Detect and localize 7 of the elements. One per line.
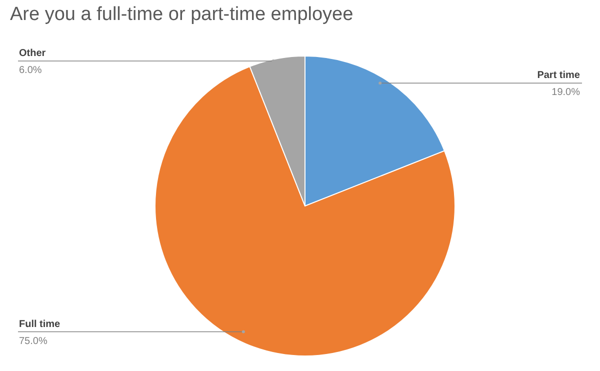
slice-label: Other xyxy=(19,48,46,60)
data-label: 6.0% xyxy=(19,65,42,76)
slice-label: Full time xyxy=(19,318,61,330)
slice-label: Part time xyxy=(537,70,580,82)
data-label: 75.0% xyxy=(19,336,48,347)
chart-title: Are you a full-time or part-time employee xyxy=(10,4,354,26)
data-label: 19.0% xyxy=(552,87,580,98)
